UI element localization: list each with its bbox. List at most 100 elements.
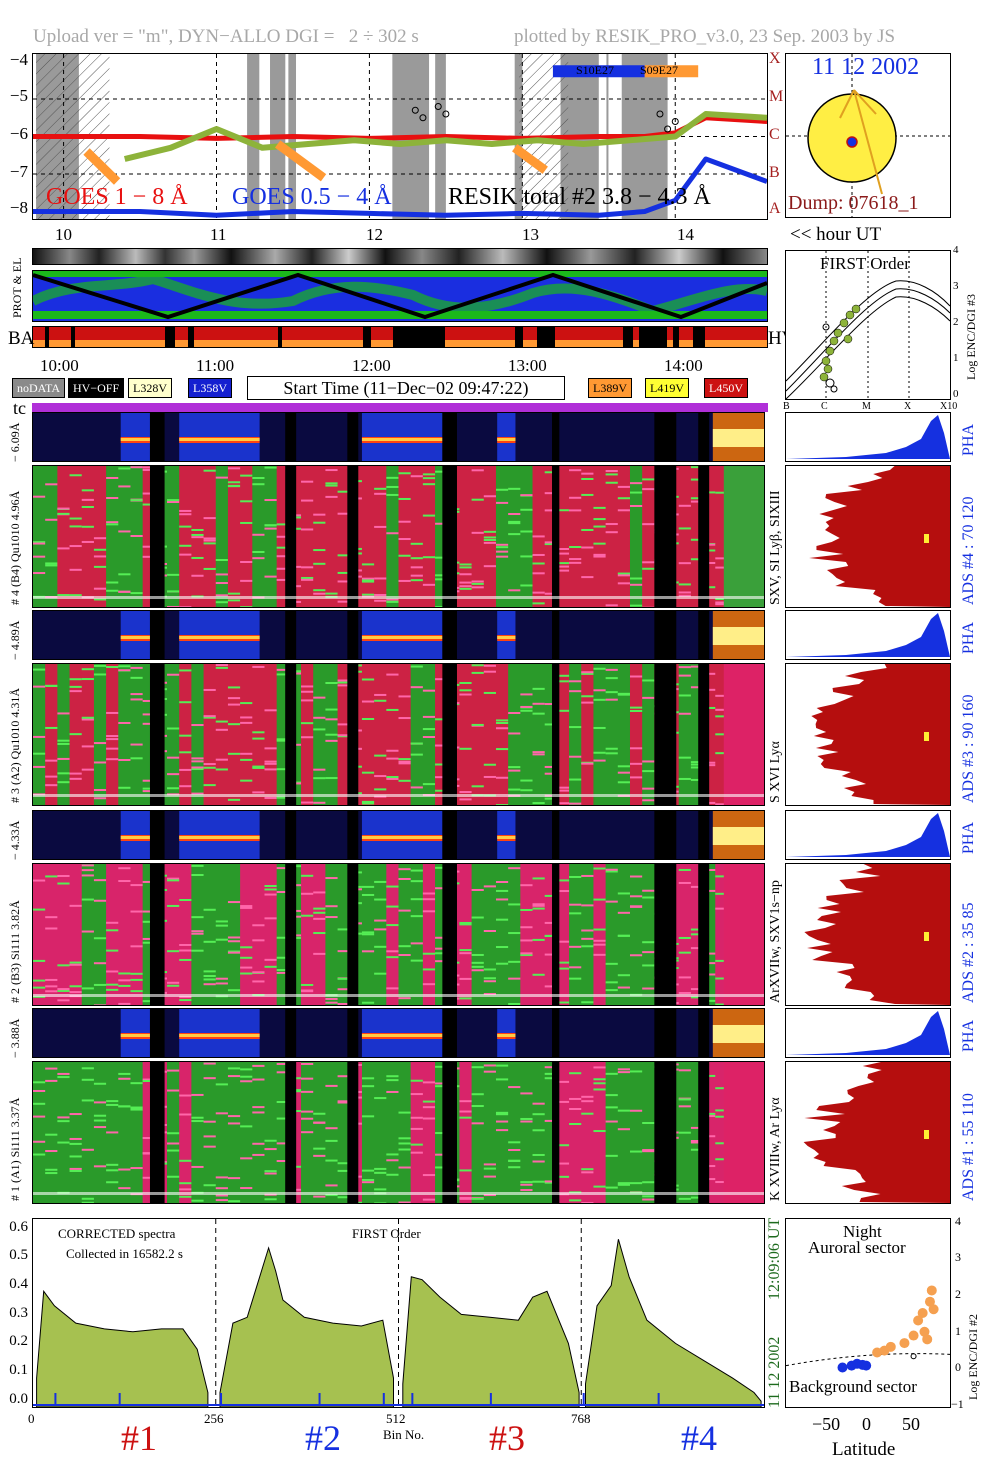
latitude-point: [926, 1285, 937, 1296]
spectrogram-streak: [33, 959, 47, 962]
spectrogram-streak: [361, 593, 376, 596]
spectrum-panel: [32, 1218, 765, 1408]
spectrogram-streak: [301, 685, 315, 688]
resik-low-hv-segment: [512, 144, 548, 174]
spectrogram-streak: [605, 868, 619, 871]
spectrogram-streak: [715, 892, 729, 895]
spectrogram-streak: [45, 1150, 59, 1153]
spectrogram-column: [33, 466, 47, 607]
spectrogram-streak: [57, 507, 71, 510]
spectrogram-streak: [703, 868, 717, 871]
spectrogram-streak: [264, 527, 278, 530]
latitude-ytick: 0: [955, 1360, 961, 1374]
spectrogram-streak: [569, 1123, 583, 1126]
pha-histogram-area: [786, 1011, 950, 1055]
spectrogram-streak: [605, 698, 619, 701]
spectrogram-column: [33, 1062, 47, 1203]
spectrogram-streak: [629, 706, 644, 709]
spectrogram-streak: [629, 747, 644, 750]
spectrogram-streak: [520, 926, 534, 929]
pha-histogram-3: [785, 610, 951, 660]
spectrogram-streak: [410, 686, 424, 689]
spectrogram-streak: [142, 466, 156, 469]
hour-unit-label: << hour UT: [790, 224, 882, 245]
spectrogram-streak: [313, 891, 327, 894]
legend-hv-off: HV−OFF: [68, 378, 125, 398]
spectrogram-streak: [520, 908, 534, 911]
spectrogram-streak: [459, 747, 473, 750]
spectrogram-column: [361, 1062, 376, 1203]
spectrogram-streak: [410, 557, 424, 560]
spectrogram-streak: [556, 569, 571, 572]
spectrogram-streak: [33, 752, 47, 755]
spectrogram-streak: [483, 538, 497, 541]
spectrogram-column: [642, 864, 656, 1005]
spectrogram-streak: [593, 867, 607, 870]
pha-histogram-area: [786, 613, 950, 657]
spectrogram-streak: [240, 716, 254, 719]
spectrogram-streak: [106, 476, 120, 479]
spectrogram-streak: [313, 907, 327, 910]
spectrogram-gap: [698, 466, 710, 607]
spectrum-ytick: 0.6: [9, 1219, 28, 1235]
spectrogram-streak: [264, 499, 278, 502]
spectrum-ytick: 0.4: [9, 1276, 28, 1292]
spectrogram-streak: [130, 757, 144, 760]
spectrogram-streak: [191, 1199, 205, 1202]
spectrogram-gap: [149, 664, 165, 805]
spectrogram-streak: [459, 923, 473, 926]
spectrogram-streak: [678, 881, 692, 884]
spectrogram-streak: [605, 1094, 619, 1097]
spectrogram-streak: [240, 521, 254, 524]
spectrogram-streak: [81, 1148, 95, 1151]
spectrogram-streak: [179, 513, 193, 516]
spectrogram-streak: [106, 1131, 120, 1134]
spectrogram-streak: [642, 696, 656, 699]
spectrogram-streak: [422, 1198, 437, 1201]
pha-histogram-plot: [786, 813, 950, 857]
spectrogram-streak: [361, 800, 376, 803]
spectrogram-streak: [471, 723, 485, 726]
spectrogram-streak: [69, 594, 83, 597]
spectrogram-column: [593, 1062, 607, 1203]
spectrogram-streak: [593, 939, 607, 942]
spectrogram-streak: [57, 989, 71, 992]
spectrogram-streak: [629, 1109, 644, 1112]
spectrogram-streak: [57, 874, 71, 877]
spectrogram-streak: [374, 699, 388, 702]
spectrogram-streak: [495, 898, 510, 901]
spectrogram-streak: [593, 689, 607, 692]
spectrogram-streak: [593, 898, 607, 901]
spectrogram-streak: [569, 945, 583, 948]
spectrogram-streak: [605, 747, 619, 750]
upload-version-label: Upload ver = "m", DYN−ALLO DGI = 2 ÷ 302…: [33, 26, 419, 47]
latitude-point: [913, 1315, 924, 1326]
spectrogram-column: [617, 466, 631, 607]
latitude-point: [924, 1296, 935, 1307]
spectrogram-streak: [81, 898, 95, 901]
channel-tag-2: #2: [305, 1418, 341, 1458]
spectrogram-streak: [617, 781, 631, 784]
tc-label: tc: [13, 398, 26, 418]
spectrogram-streak: [483, 1167, 497, 1170]
spectrogram-streak: [642, 964, 656, 967]
spectrogram-streak: [629, 482, 644, 485]
spectrogram-streak: [690, 761, 705, 764]
spectrogram-streak: [605, 981, 619, 984]
spectrogram-streak: [313, 513, 327, 516]
spectrogram-gap: [698, 664, 710, 805]
current-position-marker: [910, 1353, 917, 1360]
spectrogram-streak: [569, 469, 583, 472]
spectrogram-streak: [106, 983, 120, 986]
spectrogram-streak: [556, 1080, 571, 1083]
spectrogram-streak: [581, 937, 595, 940]
legend-goes-long: GOES 1 − 8 Å: [46, 184, 188, 210]
spectrogram-streak: [678, 868, 692, 871]
channel-label-1: # 1 (A1) Si111 3.37Å: [8, 1097, 22, 1201]
spectrogram-streak: [215, 664, 229, 667]
spectrogram-streak: [593, 1066, 607, 1069]
spectrogram-column: [313, 664, 327, 805]
spectrogram-streak: [361, 577, 376, 580]
spectrogram-streak: [215, 1199, 229, 1202]
spectrogram-streak: [483, 929, 497, 932]
